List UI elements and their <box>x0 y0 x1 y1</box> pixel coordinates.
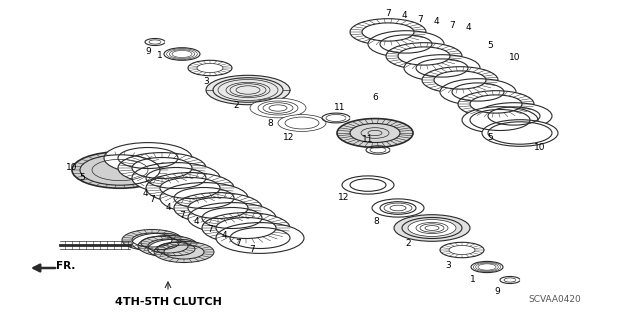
Text: 1: 1 <box>470 276 476 285</box>
Ellipse shape <box>188 60 232 76</box>
Text: 4TH-5TH CLUTCH: 4TH-5TH CLUTCH <box>115 297 221 307</box>
Text: 7: 7 <box>249 246 255 255</box>
Text: 3: 3 <box>445 261 451 270</box>
Text: 10: 10 <box>67 164 77 173</box>
Ellipse shape <box>146 173 234 204</box>
Ellipse shape <box>408 219 456 236</box>
Ellipse shape <box>138 235 198 256</box>
Text: 7: 7 <box>385 9 391 18</box>
Ellipse shape <box>250 98 306 118</box>
Text: 5: 5 <box>487 132 493 142</box>
Ellipse shape <box>368 31 444 57</box>
Text: 10: 10 <box>509 54 521 63</box>
Text: 2: 2 <box>405 239 411 248</box>
Ellipse shape <box>440 79 516 105</box>
Text: SCVAA0420: SCVAA0420 <box>529 295 581 305</box>
Ellipse shape <box>337 119 413 147</box>
Ellipse shape <box>386 43 462 69</box>
Text: 4: 4 <box>433 18 439 26</box>
Text: FR.: FR. <box>56 261 76 271</box>
Text: 5: 5 <box>79 174 85 182</box>
Ellipse shape <box>476 103 552 129</box>
Text: 12: 12 <box>284 133 294 143</box>
Ellipse shape <box>350 19 426 45</box>
Ellipse shape <box>160 182 248 213</box>
Text: 9: 9 <box>145 48 151 56</box>
Ellipse shape <box>263 103 293 113</box>
Text: 9: 9 <box>494 287 500 296</box>
Text: 7: 7 <box>179 211 185 219</box>
Text: 8: 8 <box>267 118 273 128</box>
Text: 4: 4 <box>221 232 227 241</box>
Text: 7: 7 <box>449 20 455 29</box>
Text: 7: 7 <box>207 225 213 234</box>
Ellipse shape <box>372 199 424 217</box>
Ellipse shape <box>471 261 503 273</box>
Ellipse shape <box>216 223 304 253</box>
Ellipse shape <box>482 120 558 146</box>
Ellipse shape <box>72 152 168 188</box>
Ellipse shape <box>132 163 220 193</box>
Text: 6: 6 <box>372 93 378 101</box>
Ellipse shape <box>440 242 484 258</box>
Text: 2: 2 <box>233 101 239 110</box>
Ellipse shape <box>164 48 200 60</box>
Ellipse shape <box>394 215 470 241</box>
Text: 4: 4 <box>465 24 471 33</box>
Text: 7: 7 <box>417 14 423 24</box>
Ellipse shape <box>422 67 498 93</box>
Ellipse shape <box>458 91 534 117</box>
Ellipse shape <box>404 55 480 81</box>
Ellipse shape <box>420 224 444 232</box>
Ellipse shape <box>118 152 206 183</box>
Ellipse shape <box>132 233 188 253</box>
Text: 12: 12 <box>339 192 349 202</box>
Text: 11: 11 <box>362 136 374 145</box>
Ellipse shape <box>384 203 412 213</box>
Text: 7: 7 <box>235 239 241 248</box>
Text: 4: 4 <box>193 218 199 226</box>
Text: 3: 3 <box>203 78 209 86</box>
Ellipse shape <box>206 75 290 105</box>
Text: 10: 10 <box>534 144 546 152</box>
Ellipse shape <box>462 107 538 133</box>
Ellipse shape <box>122 229 182 250</box>
Ellipse shape <box>342 176 394 194</box>
Text: 1: 1 <box>157 50 163 60</box>
Text: 5: 5 <box>487 41 493 49</box>
Ellipse shape <box>148 239 204 259</box>
Ellipse shape <box>104 143 192 174</box>
Ellipse shape <box>202 212 290 243</box>
Text: 4: 4 <box>401 11 407 20</box>
Ellipse shape <box>188 203 276 234</box>
Ellipse shape <box>174 193 262 223</box>
Text: 8: 8 <box>373 218 379 226</box>
Ellipse shape <box>154 241 214 263</box>
Ellipse shape <box>278 115 326 131</box>
Text: 11: 11 <box>334 102 346 112</box>
Text: 7: 7 <box>149 196 155 204</box>
Text: 4: 4 <box>165 204 171 212</box>
Text: 4: 4 <box>142 189 148 198</box>
